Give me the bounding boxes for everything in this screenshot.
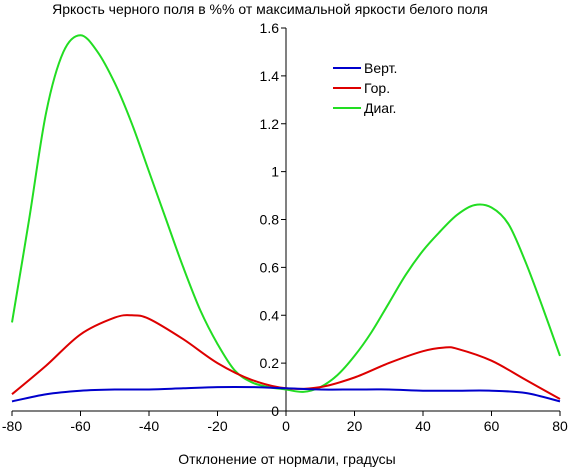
series-lines [11,34,561,403]
legend-label: Гор. [364,80,390,96]
y-tick-label: 0.6 [260,259,280,275]
legend-label: Диаг. [364,100,396,116]
y-tick-label: 0.4 [260,307,280,323]
x-tick-label: 80 [552,418,568,434]
y-tick-label: 0.2 [260,355,280,371]
legend-label: Верт. [364,60,397,76]
chart-title: Яркость черного поля в %% от максимально… [52,1,488,17]
tick-labels: -80 -60 -40 -20 0 20 40 60 80 0 0.2 0.4 0.6 0.8 1 1.2 1.… [2,20,568,434]
x-tick-label: 0 [282,418,290,434]
x-tick-label: -80 [2,418,22,434]
x-tick-label: -40 [139,418,159,434]
y-tick-label: 0 [271,403,279,419]
x-tick-label: 60 [484,418,500,434]
legend: Верт. Гор. Диаг. [326,54,416,124]
x-tick-label: -60 [70,418,90,434]
x-tick-label: 20 [347,418,363,434]
x-tick-label: -20 [207,418,227,434]
y-tick-label: 1.6 [260,20,280,36]
y-tick-label: 1.4 [260,68,280,84]
series-line-vert [11,385,561,403]
y-tick-label: 1 [271,164,279,180]
axes [11,27,561,416]
y-tick-label: 1.2 [260,116,280,132]
y-tick-label: 0.8 [260,212,280,228]
x-tick-label: 40 [415,418,431,434]
x-axis-label: Отклонение от нормали, градусы [178,451,395,467]
